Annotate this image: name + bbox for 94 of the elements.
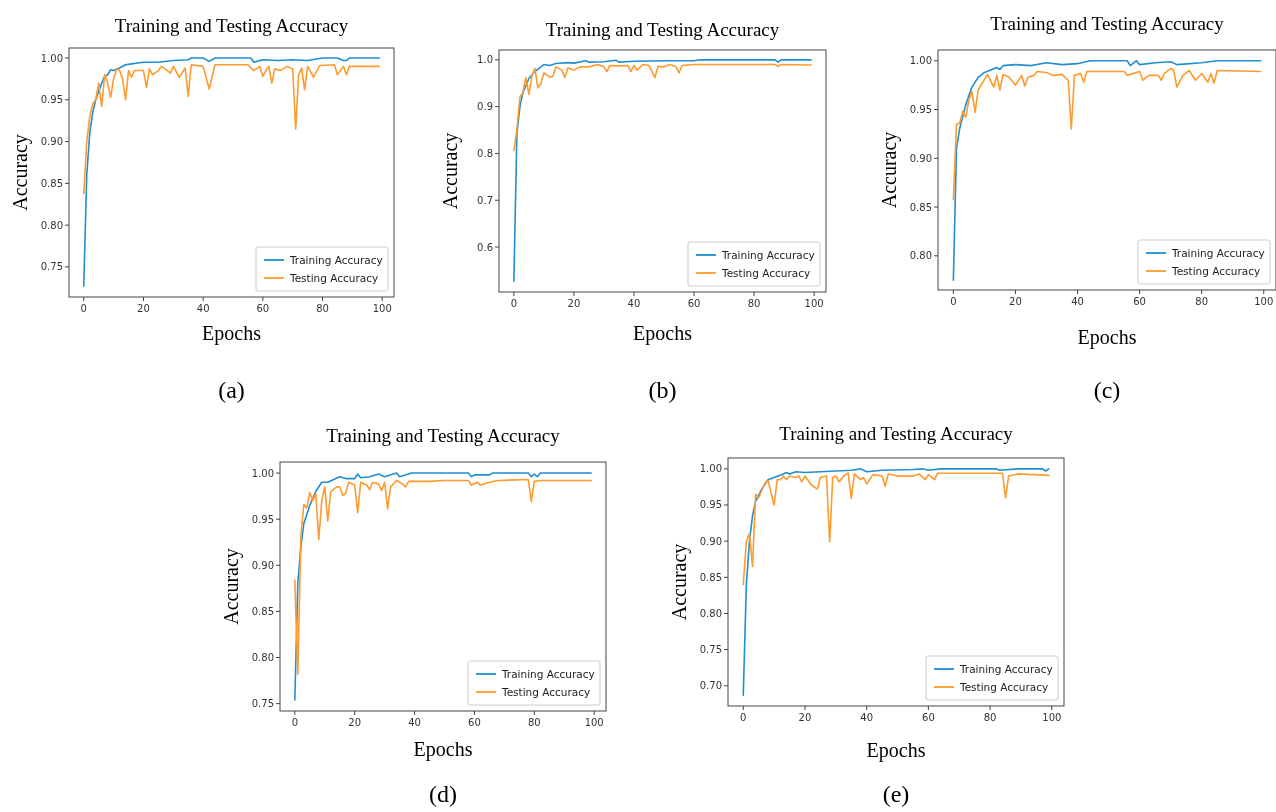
y-tick-label: 1.00 bbox=[40, 52, 63, 64]
legend-label: Testing Accuracy bbox=[501, 686, 591, 698]
y-tick-label: 0.95 bbox=[699, 499, 722, 511]
line-series bbox=[742, 472, 1050, 586]
x-tick-label: 0 bbox=[740, 712, 747, 723]
y-tick-label: 0.75 bbox=[251, 698, 274, 710]
x-tick-label: 80 bbox=[316, 303, 329, 314]
y-tick-label: 0.80 bbox=[909, 250, 932, 262]
x-tick-label: 100 bbox=[584, 717, 604, 728]
legend-label: Training Accuracy bbox=[959, 663, 1053, 675]
y-tick-label: 1.0 bbox=[477, 54, 493, 66]
y-tick-label: 0.90 bbox=[40, 136, 63, 148]
x-tick-label: 0 bbox=[80, 303, 87, 314]
chart-title: Training and Testing Accuracy bbox=[990, 13, 1225, 34]
y-tick-label: 0.85 bbox=[909, 201, 932, 213]
x-tick-label: 100 bbox=[372, 303, 392, 314]
y-axis-title: Accuracy bbox=[878, 131, 901, 209]
x-tick-label: 100 bbox=[1254, 296, 1274, 307]
legend-label: Training Accuracy bbox=[289, 254, 383, 266]
y-tick-label: 0.80 bbox=[40, 219, 63, 231]
x-tick-label: 60 bbox=[1133, 296, 1146, 307]
y-tick-label: 0.9 bbox=[477, 101, 493, 113]
x-tick-label: 0 bbox=[291, 717, 299, 728]
line-series bbox=[82, 63, 381, 195]
y-tick-label: 0.6 bbox=[477, 241, 493, 253]
y-tick-label: 0.8 bbox=[477, 147, 493, 159]
legend-label: Testing Accuracy bbox=[721, 267, 811, 279]
text: (e) bbox=[882, 781, 910, 807]
y-tick-label: 0.95 bbox=[251, 513, 274, 525]
y-tick-label: 1.00 bbox=[251, 467, 274, 479]
x-tick-label: 100 bbox=[804, 298, 824, 309]
y-axis-title: Accuracy bbox=[9, 134, 32, 211]
x-tick-label: 60 bbox=[922, 712, 935, 723]
y-tick-label: 0.80 bbox=[699, 607, 722, 619]
chart-title: Training and Testing Accuracy bbox=[114, 15, 349, 36]
y-tick-label: 0.90 bbox=[251, 559, 274, 571]
text: (a) bbox=[218, 377, 245, 403]
x-axis-title: Epochs bbox=[202, 322, 262, 345]
x-tick-label: 60 bbox=[468, 717, 481, 728]
y-tick-label: 0.95 bbox=[909, 104, 932, 116]
y-tick-label: 0.7 bbox=[477, 194, 493, 206]
y-axis-title: Accuracy bbox=[668, 543, 691, 621]
x-tick-label: 100 bbox=[1042, 712, 1062, 723]
y-tick-label: 0.70 bbox=[699, 680, 722, 692]
x-tick-label: 20 bbox=[567, 298, 581, 309]
y-tick-label: 0.80 bbox=[251, 652, 274, 664]
x-tick-label: 0 bbox=[510, 298, 518, 309]
x-tick-label: 40 bbox=[1071, 296, 1084, 307]
legend-label: Training Accuracy bbox=[501, 668, 595, 680]
legend-label: Testing Accuracy bbox=[1171, 265, 1261, 277]
x-tick-label: 40 bbox=[196, 303, 210, 314]
y-axis-title: Accuracy bbox=[439, 132, 462, 210]
x-axis-title: Epochs bbox=[633, 322, 693, 345]
x-tick-label: 80 bbox=[747, 298, 761, 309]
line-series bbox=[952, 67, 1262, 201]
legend-label: Training Accuracy bbox=[1171, 247, 1265, 259]
x-tick-label: 80 bbox=[527, 717, 541, 728]
y-tick-label: 0.90 bbox=[699, 535, 722, 547]
text: (c) bbox=[1093, 377, 1121, 403]
x-tick-label: 20 bbox=[348, 717, 362, 728]
text: (d) bbox=[429, 781, 457, 807]
y-tick-label: 0.85 bbox=[40, 177, 63, 189]
y-tick-label: 0.90 bbox=[909, 152, 932, 164]
x-tick-label: 20 bbox=[1009, 296, 1022, 307]
x-axis-title: Epochs bbox=[413, 738, 473, 761]
x-tick-label: 20 bbox=[798, 712, 812, 723]
text: (b) bbox=[648, 377, 677, 403]
x-tick-label: 80 bbox=[983, 712, 997, 723]
y-tick-label: 0.95 bbox=[40, 94, 63, 106]
y-tick-label: 0.75 bbox=[40, 261, 63, 273]
y-tick-label: 1.00 bbox=[909, 55, 932, 67]
x-axis-title: Epochs bbox=[866, 739, 926, 762]
chart-title: Training and Testing Accuracy bbox=[545, 19, 780, 40]
x-axis-title: Epochs bbox=[1077, 326, 1137, 349]
x-tick-label: 40 bbox=[408, 717, 421, 728]
y-axis-title: Accuracy bbox=[220, 548, 243, 625]
y-tick-label: 0.75 bbox=[699, 644, 722, 656]
legend-label: Testing Accuracy bbox=[959, 681, 1049, 693]
x-tick-label: 60 bbox=[687, 298, 701, 309]
y-tick-label: 0.85 bbox=[699, 571, 722, 583]
line-series bbox=[513, 63, 812, 152]
y-tick-label: 0.85 bbox=[251, 605, 274, 617]
line-series bbox=[82, 57, 381, 287]
y-tick-label: 1.00 bbox=[699, 463, 722, 475]
legend-label: Testing Accuracy bbox=[289, 272, 379, 284]
x-tick-label: 60 bbox=[256, 303, 270, 314]
chart-title: Training and Testing Accuracy bbox=[779, 423, 1014, 444]
legend-label: Training Accuracy bbox=[721, 249, 815, 261]
x-tick-label: 80 bbox=[1195, 296, 1209, 307]
x-tick-label: 0 bbox=[950, 296, 957, 307]
x-tick-label: 40 bbox=[860, 712, 874, 723]
x-tick-label: 20 bbox=[137, 303, 150, 314]
x-tick-label: 40 bbox=[627, 298, 641, 309]
chart-title: Training and Testing Accuracy bbox=[326, 425, 561, 446]
